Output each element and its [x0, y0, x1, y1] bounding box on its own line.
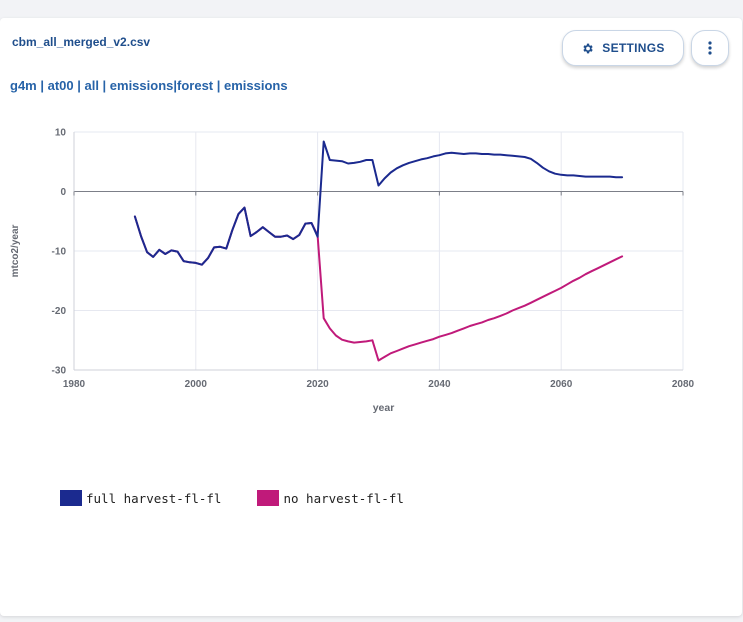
chart-card: cbm_all_merged_v2.csv g4m | at00 | all |…	[0, 18, 742, 616]
x-tick-label: 1980	[63, 379, 86, 390]
legend-swatch-no-harvest	[257, 490, 280, 506]
settings-label: SETTINGS	[602, 41, 665, 55]
more-options-button[interactable]	[691, 30, 729, 66]
y-axis-label: mtco2/year	[10, 224, 21, 277]
legend-label-full-harvest: full harvest-fl-fl	[86, 490, 222, 506]
legend-item-full-harvest[interactable]: full harvest-fl-fl	[60, 490, 221, 506]
variable-path: g4m | at00 | all | emissions|forest | em…	[10, 78, 288, 93]
series-line-full-harvest	[133, 140, 624, 266]
x-tick-label: 2060	[550, 379, 573, 390]
x-tick-label: 2040	[428, 379, 451, 390]
y-tick-label: 10	[55, 128, 67, 139]
x-tick-label: 2080	[672, 379, 695, 390]
y-tick-label: -20	[52, 306, 67, 317]
y-tick-label: -10	[52, 247, 67, 258]
y-tick-label: 0	[60, 187, 66, 198]
series-line-no-harvest	[133, 206, 624, 362]
more-vertical-icon	[708, 41, 712, 55]
legend-item-no-harvest[interactable]: no harvest-fl-fl	[257, 490, 404, 506]
legend-swatch-full-harvest	[60, 490, 82, 506]
x-axis-label: year	[373, 402, 395, 414]
x-tick-label: 2000	[185, 379, 208, 390]
settings-button[interactable]: SETTINGS	[562, 30, 684, 66]
x-tick-label: 2020	[306, 379, 329, 390]
gear-icon	[583, 43, 593, 53]
file-title: cbm_all_merged_v2.csv	[12, 35, 151, 49]
y-tick-label: -30	[52, 366, 67, 377]
legend-label-no-harvest: no harvest-fl-fl	[283, 490, 404, 506]
chart-legend: full harvest-fl-fl no harvest-fl-fl	[60, 490, 440, 506]
